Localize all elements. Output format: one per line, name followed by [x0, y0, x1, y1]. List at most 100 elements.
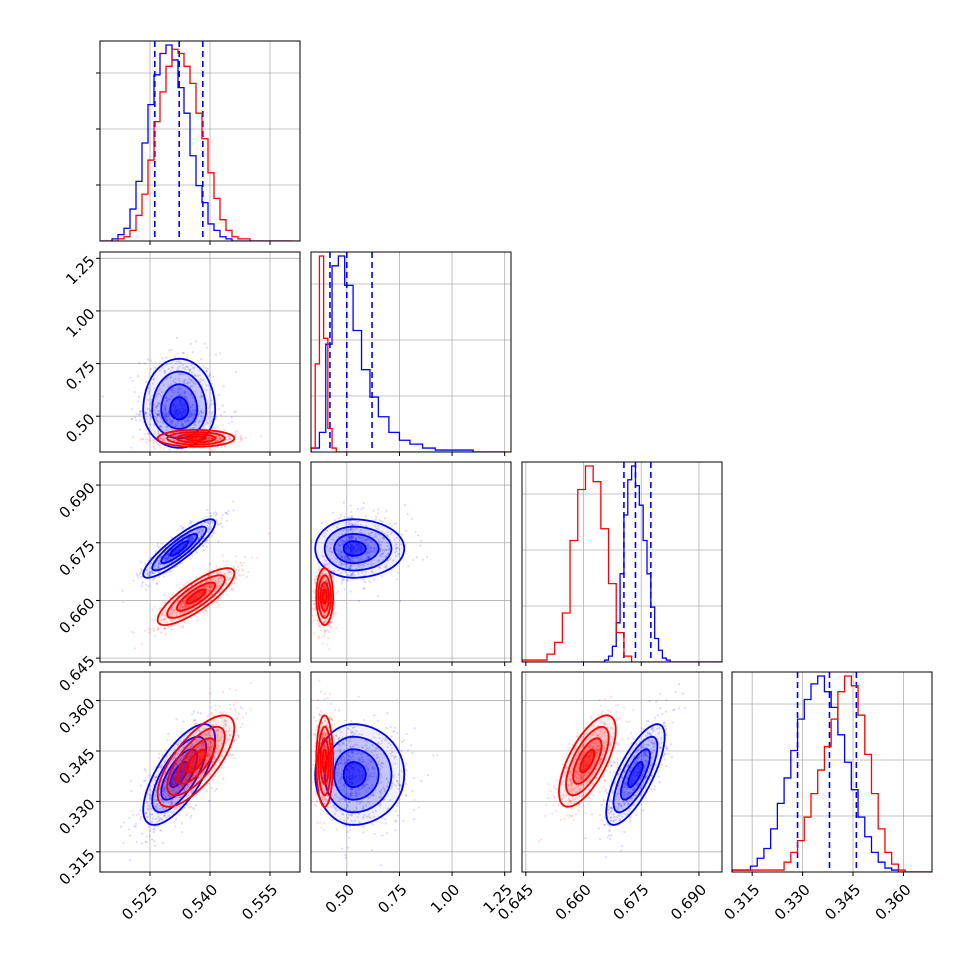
scatter-point	[212, 521, 215, 524]
scatter-point	[133, 390, 136, 394]
scatter-point	[240, 564, 244, 567]
scatter-point	[213, 426, 216, 429]
scatter-point	[218, 591, 221, 594]
scatter-point	[185, 605, 188, 609]
scatter-point	[158, 561, 161, 565]
scatter-point	[162, 755, 166, 759]
scatter-point	[163, 627, 166, 630]
scatter-point	[190, 583, 193, 587]
scatter-point	[155, 564, 158, 568]
panel-0-0	[96, 40, 301, 245]
scatter-point	[163, 627, 166, 630]
scatter-point	[167, 552, 170, 555]
scatter-point	[188, 413, 192, 416]
scatter-point	[335, 591, 338, 595]
scatter-point	[181, 366, 184, 370]
scatter-point	[330, 569, 333, 573]
scatter-point	[224, 512, 227, 515]
scatter-point	[180, 424, 183, 428]
scatter-point	[210, 382, 214, 385]
scatter-point	[167, 433, 170, 436]
scatter-point	[169, 419, 172, 422]
scatter-point	[143, 362, 146, 365]
scatter-point	[332, 571, 335, 574]
scatter-point	[215, 520, 218, 523]
scatter-point	[195, 551, 199, 554]
scatter-point	[139, 809, 142, 812]
scatter-point	[191, 603, 195, 606]
scatter-point	[166, 419, 169, 422]
scatter-point	[225, 578, 228, 582]
scatter-point	[162, 438, 165, 441]
scatter-point	[148, 403, 152, 406]
scatter-point	[172, 439, 175, 442]
scatter-point	[160, 542, 163, 545]
scatter-point	[339, 514, 343, 517]
scatter-point	[421, 558, 424, 561]
scatter-point	[210, 706, 213, 709]
scatter-point	[196, 619, 199, 622]
scatter-point	[164, 436, 167, 440]
scatter-point	[228, 436, 231, 439]
scatter-point	[163, 436, 166, 440]
scatter-point	[134, 418, 138, 422]
scatter-point	[169, 383, 173, 386]
scatter-point	[132, 579, 135, 582]
scatter-point	[184, 378, 187, 381]
scatter-point	[176, 595, 179, 598]
scatter-point	[212, 531, 215, 534]
scatter-point	[189, 379, 192, 382]
scatter-point	[190, 413, 193, 416]
scatter-point	[186, 396, 189, 399]
scatter-point	[139, 409, 142, 412]
scatter-point	[236, 733, 240, 737]
scatter-point	[149, 423, 152, 426]
scatter-point	[341, 580, 344, 583]
scatter-point	[171, 365, 174, 369]
scatter-point	[219, 522, 222, 525]
scatter-point	[180, 605, 184, 609]
scatter-point	[156, 421, 159, 424]
scatter-point	[362, 501, 365, 505]
scatter-point	[137, 400, 140, 403]
contour-series-1	[185, 435, 207, 442]
scatter-point	[189, 427, 192, 430]
scatter-point	[217, 581, 221, 584]
scatter-point	[135, 573, 139, 576]
scatter-point	[170, 420, 173, 423]
scatter-point	[203, 427, 206, 430]
scatter-point	[178, 393, 181, 396]
scatter-point	[206, 524, 209, 527]
scatter-point	[181, 526, 184, 529]
scatter-point	[175, 360, 178, 363]
scatter-point	[210, 534, 214, 537]
scatter-point	[217, 578, 220, 581]
scatter-point	[241, 573, 244, 576]
scatter-point	[335, 626, 338, 629]
scatter-point	[182, 351, 185, 354]
scatter-point	[150, 400, 153, 404]
scatter-point	[161, 611, 165, 614]
scatter-point	[200, 410, 203, 413]
scatter-point	[187, 420, 191, 423]
scatter-point	[157, 412, 160, 415]
scatter-point	[217, 579, 220, 583]
scatter-point	[215, 565, 218, 568]
scatter-point	[163, 563, 166, 566]
scatter-point	[205, 586, 208, 589]
scatter-point	[205, 545, 208, 548]
scatter-point	[182, 526, 185, 530]
scatter-point	[201, 544, 204, 548]
scatter-point	[150, 562, 153, 565]
scatter-point	[176, 352, 179, 355]
scatter-point	[200, 447, 203, 450]
scatter-point	[191, 537, 194, 540]
scatter-point	[179, 373, 182, 376]
scatter-point	[163, 439, 166, 442]
scatter-point	[171, 611, 175, 614]
scatter-point	[221, 525, 224, 529]
scatter-point	[159, 556, 163, 559]
scatter-point	[200, 527, 203, 531]
scatter-point	[193, 373, 196, 376]
scatter-point	[194, 423, 197, 427]
